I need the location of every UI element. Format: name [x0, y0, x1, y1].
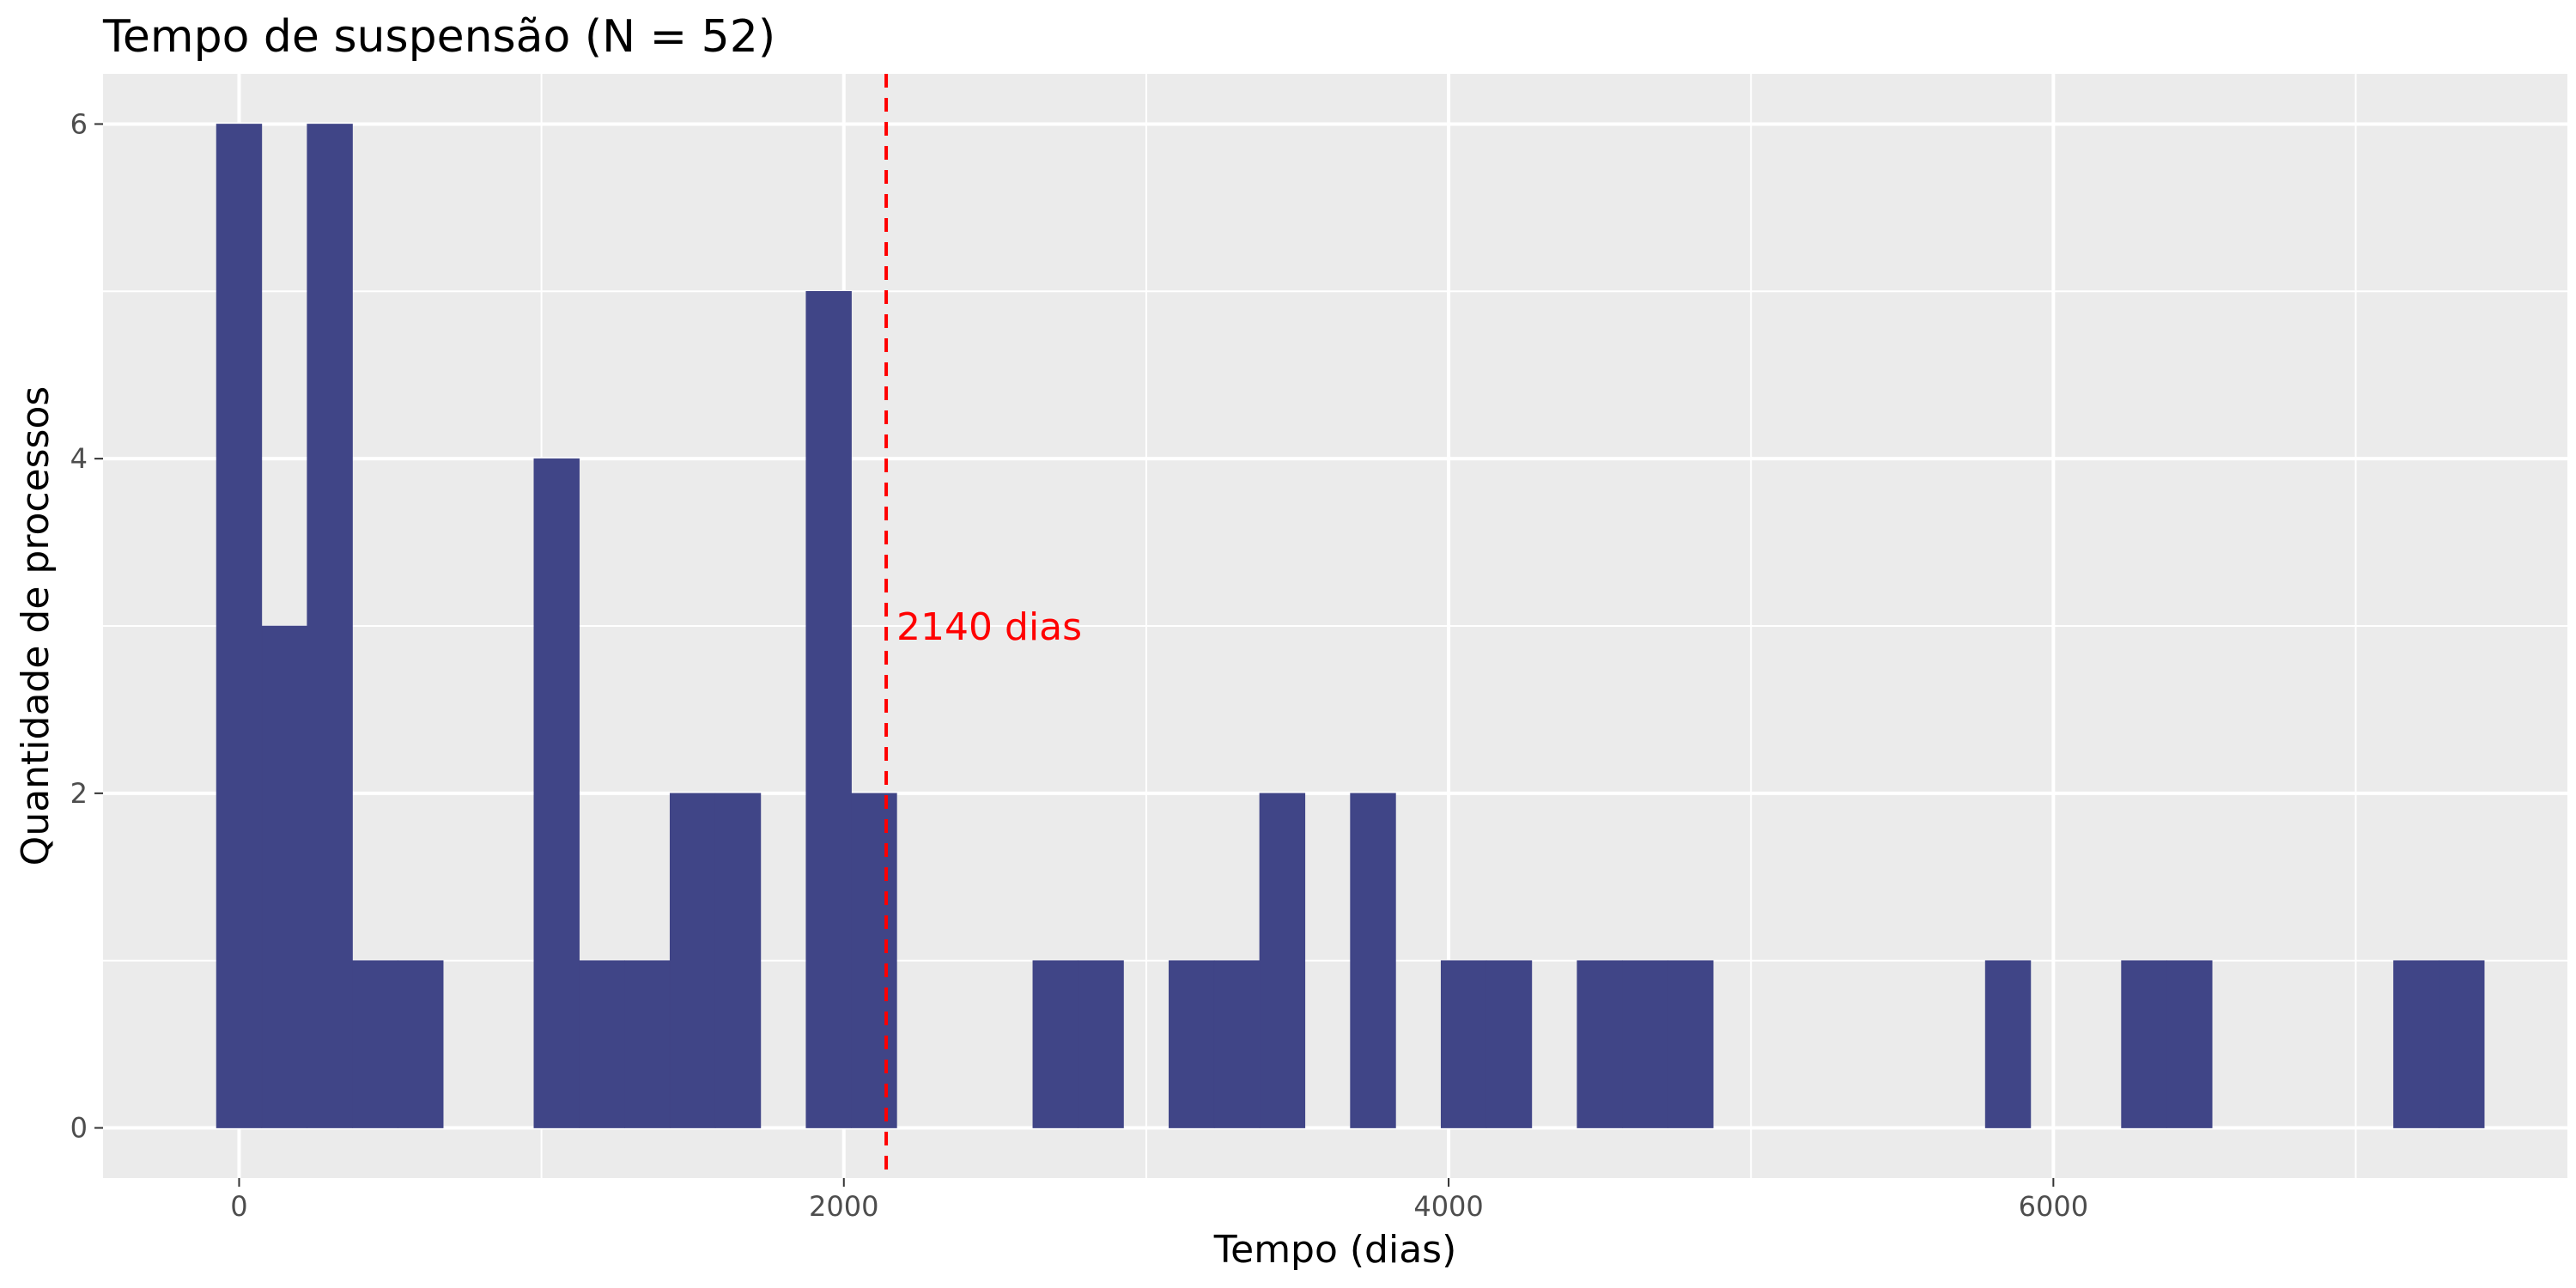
histogram-bar — [261, 625, 307, 1128]
histogram-bar — [1485, 960, 1533, 1128]
y-axis-ticks: 0 2 4 6 — [70, 107, 103, 1145]
histogram-bar — [1350, 793, 1396, 1128]
histogram-bar — [714, 793, 762, 1128]
x-axis-title: Tempo (dias) — [1213, 1228, 1457, 1272]
grid-minor-lines — [103, 74, 2567, 1178]
chart-title: Tempo de suspensão (N = 52) — [102, 11, 775, 63]
reference-line-label: 2140 dias — [896, 605, 1082, 649]
histogram-bar — [1984, 960, 2032, 1128]
bars-layer — [216, 124, 2485, 1128]
histogram-bar — [1440, 960, 1487, 1128]
histogram-bar — [1577, 960, 1623, 1128]
histogram-bar — [624, 960, 671, 1128]
histogram-bar — [1032, 960, 1078, 1128]
histogram-bar — [805, 291, 852, 1128]
reference-line-layer: 2140 dias — [884, 74, 1082, 1178]
histogram-bar — [216, 124, 263, 1128]
y-axis-title: Quantidade de processos — [14, 386, 58, 866]
y-tick-label: 0 — [70, 1112, 88, 1145]
histogram-bar — [2121, 960, 2167, 1128]
y-tick-label: 4 — [70, 442, 88, 475]
histogram-bar — [2393, 960, 2439, 1128]
x-tick-label: 4000 — [1413, 1190, 1483, 1223]
x-tick-label: 2000 — [809, 1190, 878, 1223]
x-tick-label: 6000 — [2019, 1190, 2088, 1223]
histogram-bar — [1259, 793, 1306, 1128]
histogram-bar — [1078, 960, 1124, 1128]
y-tick-label: 6 — [70, 107, 88, 140]
histogram-bar — [1213, 960, 1261, 1128]
histogram-bar — [352, 960, 398, 1128]
histogram-bar — [1668, 960, 1714, 1128]
histogram-bar — [1169, 960, 1215, 1128]
histogram-bar — [533, 458, 580, 1128]
histogram-bar — [307, 124, 353, 1128]
y-tick-label: 2 — [70, 777, 88, 810]
x-tick-label: 0 — [230, 1190, 247, 1223]
histogram-bar — [398, 960, 444, 1128]
histogram-bar — [669, 793, 716, 1128]
histogram-bar — [2166, 960, 2213, 1128]
x-axis-ticks: 0 2000 4000 6000 — [230, 1178, 2088, 1223]
histogram-bar — [851, 793, 897, 1128]
histogram-bar — [579, 960, 625, 1128]
histogram-bar — [2439, 960, 2485, 1128]
histogram-bar — [1622, 960, 1668, 1128]
